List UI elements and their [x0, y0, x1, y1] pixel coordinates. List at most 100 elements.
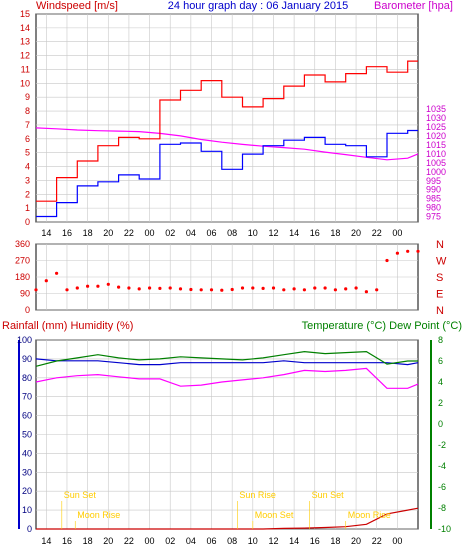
windspeed-tick-label: 10	[20, 78, 30, 88]
annotation-label: Sun Set	[64, 490, 97, 500]
barometer-tick-label: 1025	[426, 122, 446, 132]
direction-tick-label: 180	[15, 272, 30, 282]
direction-axis-ticks: 0 90 180 270 360	[15, 239, 30, 315]
graph-title: 24 hour graph day : 06 January 2015	[168, 0, 348, 12]
windspeed-tick-label: 2	[25, 189, 30, 199]
windspeed-tick-label: 12	[20, 51, 30, 61]
direction-point	[333, 288, 337, 292]
direction-point	[416, 249, 420, 253]
time-tick-label: 16	[310, 536, 320, 546]
rain-humidity-tick-label: 90	[22, 354, 32, 364]
time-tick-label: 16	[62, 536, 72, 546]
direction-point	[375, 288, 379, 292]
direction-point	[240, 286, 245, 290]
barometer-title: Barometer [hpa]	[374, 0, 453, 12]
direction-point	[395, 251, 399, 255]
windspeed-title: Windspeed [m/s]	[36, 0, 118, 12]
gust-line	[36, 60, 418, 202]
direction-point	[220, 288, 224, 292]
windspeed-tick-label: 5	[25, 148, 30, 158]
compass-label: W	[436, 256, 447, 268]
direction-point	[344, 287, 348, 291]
annotation-label: Moon Rise	[348, 510, 391, 520]
barometer-tick-label: 990	[426, 185, 441, 195]
barometer-tick-label: 1015	[426, 140, 446, 150]
time-tick-label: 14	[289, 536, 299, 546]
direction-point	[148, 286, 152, 290]
time-tick-label: 08	[227, 536, 237, 546]
direction-point	[364, 290, 368, 294]
direction-point	[106, 282, 110, 286]
temperature-line	[35, 350, 418, 367]
time-tick-label: 12	[268, 228, 278, 238]
time-tick-label: 04	[186, 228, 196, 238]
direction-point	[117, 285, 121, 289]
temperature-tick-label: 0	[438, 419, 443, 429]
rain-humidity-tick-label: 30	[22, 467, 32, 477]
time-tick-label: 20	[351, 228, 361, 238]
time-tick-label: 16	[310, 228, 320, 238]
windspeed-tick-label: 3	[25, 175, 30, 185]
time-tick-label: 20	[103, 228, 113, 238]
time-tick-label: 18	[83, 228, 93, 238]
time-tick-label: 00	[392, 228, 402, 238]
windspeed-tick-label: 7	[25, 120, 30, 130]
annotation-label: Moon Rise	[77, 510, 120, 520]
direction-point	[209, 288, 214, 292]
barometer-axis-ticks: 9759809859909951000100510101015102010251…	[426, 104, 446, 222]
temperature-axis-ticks: 8 6 4 2 0 -2 -4 -6 -8 -10	[438, 335, 451, 534]
compass-label: N	[436, 305, 444, 317]
time-tick-label: 10	[248, 536, 258, 546]
annotation-label: Sun Set	[312, 490, 345, 500]
barometer-tick-label: 1010	[426, 149, 446, 159]
direction-point	[406, 249, 410, 253]
windspeed-tick-label: 9	[25, 92, 30, 102]
rain-humidity-tick-label: 10	[22, 505, 32, 515]
barometer-tick-label: 1035	[426, 104, 446, 114]
climate-grid	[18, 339, 432, 530]
direction-point	[292, 287, 296, 291]
direction-tick-label: 90	[20, 289, 30, 299]
windspeed-tick-label: 13	[20, 37, 30, 47]
direction-point	[96, 284, 100, 288]
direction-point	[251, 286, 255, 290]
barometer-tick-label: 995	[426, 176, 441, 186]
direction-tick-label: 0	[25, 305, 30, 315]
direction-point	[178, 287, 183, 291]
time-tick-label: 00	[145, 536, 155, 546]
direction-point	[158, 286, 162, 290]
direction-point	[230, 287, 234, 292]
barometer-tick-label: 980	[426, 203, 441, 213]
wind-barometer-panel: Windspeed [m/s]Barometer [hpa] 012345678…	[20, 9, 446, 238]
time-tick-label: 22	[124, 536, 134, 546]
rain-humidity-tick-label: 100	[17, 335, 32, 345]
wind-grid	[35, 13, 419, 223]
rain-humidity-tick-label: 20	[22, 486, 32, 496]
time-tick-label: 08	[227, 228, 237, 238]
time-tick-label: 18	[330, 228, 340, 238]
rain-humidity-axis-ticks: 0 10 20 30 40 50 60 70 80 90 100	[17, 335, 32, 534]
direction-point	[34, 288, 38, 292]
barometer-tick-label: 1030	[426, 113, 446, 123]
time-tick-label: 12	[268, 536, 278, 546]
direction-point	[385, 258, 389, 263]
time-tick-label: 04	[186, 536, 196, 546]
direction-point	[168, 286, 172, 290]
time-tick-label: 18	[330, 536, 340, 546]
barometer-tick-label: 1000	[426, 167, 446, 177]
time-tick-label: 22	[372, 536, 382, 546]
windspeed-tick-label: 0	[25, 217, 30, 227]
rain-humidity-title: Rainfall (mm) Humidity (%)	[2, 320, 133, 332]
windspeed-tick-label: 6	[25, 134, 30, 144]
direction-point	[302, 288, 306, 292]
direction-point	[55, 271, 59, 275]
time-tick-label: 14	[41, 536, 51, 546]
time-axis-ticks-top: 14 16 18 20 22 00 02 04 06 08 10 12 14 16 18 20 22 00	[41, 228, 402, 238]
compass-label: S	[436, 272, 443, 284]
time-tick-label: 14	[289, 228, 299, 238]
temperature-tick-label: 2	[438, 398, 443, 408]
